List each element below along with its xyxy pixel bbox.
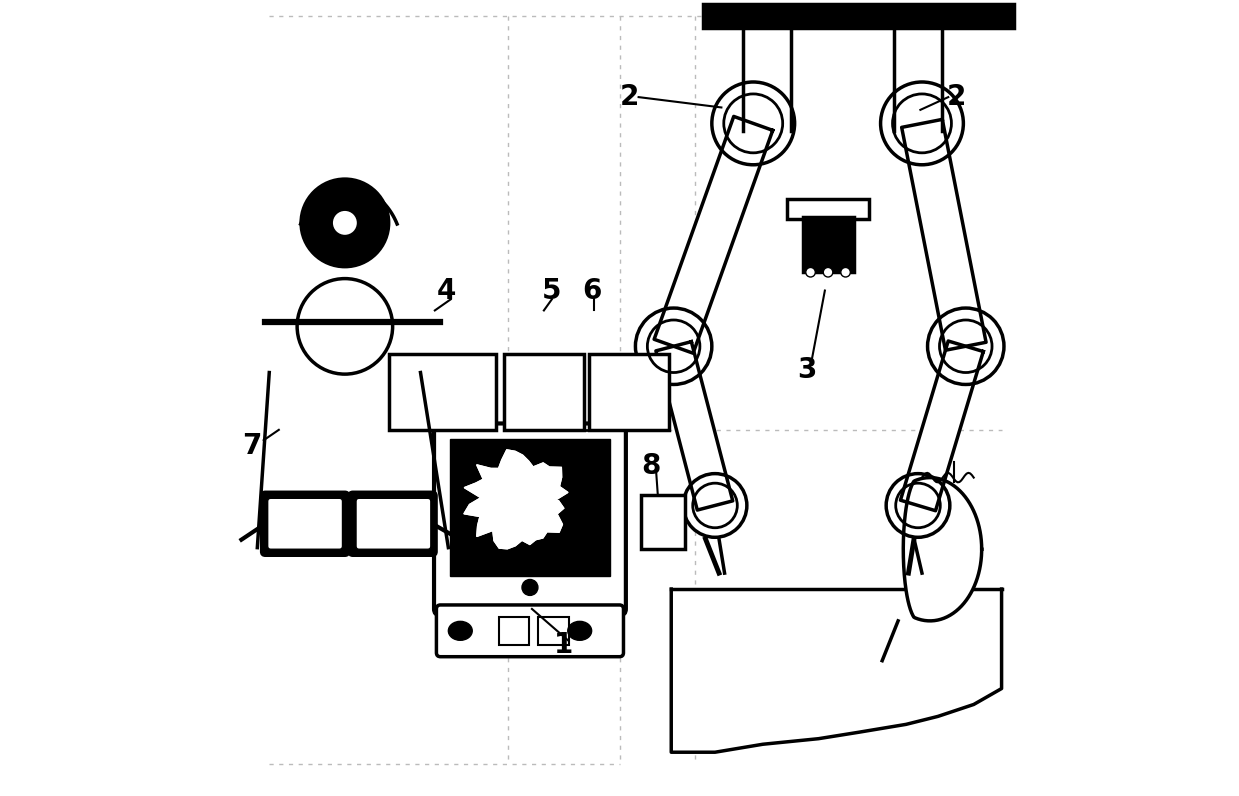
Bar — [498, 617, 529, 645]
Polygon shape — [465, 450, 567, 548]
Circle shape — [886, 474, 950, 537]
Polygon shape — [902, 119, 986, 350]
Circle shape — [805, 267, 815, 277]
Bar — [803, 217, 854, 272]
Circle shape — [508, 488, 533, 513]
Circle shape — [683, 474, 747, 537]
Text: 7: 7 — [242, 431, 261, 460]
Circle shape — [928, 308, 1004, 384]
FancyBboxPatch shape — [356, 498, 431, 549]
Polygon shape — [901, 341, 984, 511]
FancyBboxPatch shape — [261, 492, 349, 556]
Circle shape — [333, 211, 357, 235]
Bar — [641, 495, 685, 549]
Circle shape — [712, 82, 794, 165]
FancyBboxPatch shape — [349, 492, 436, 556]
Text: 3: 3 — [797, 356, 817, 384]
FancyBboxPatch shape — [434, 423, 626, 615]
Circle shape — [841, 267, 850, 277]
Bar — [504, 354, 584, 430]
Bar — [787, 199, 870, 219]
FancyBboxPatch shape — [436, 605, 623, 657]
Text: 5: 5 — [543, 276, 561, 305]
Circle shape — [297, 279, 393, 374]
Bar — [538, 617, 569, 645]
Circle shape — [501, 489, 532, 520]
Text: 2: 2 — [947, 83, 966, 111]
Polygon shape — [301, 187, 396, 322]
Text: 4: 4 — [437, 276, 456, 305]
Text: 1: 1 — [554, 630, 574, 659]
Bar — [450, 439, 610, 576]
Bar — [590, 354, 669, 430]
Polygon shape — [655, 341, 732, 510]
Polygon shape — [903, 478, 981, 621]
Bar — [703, 4, 1014, 28]
Circle shape — [823, 267, 833, 277]
Circle shape — [497, 485, 530, 518]
Circle shape — [522, 579, 538, 595]
Polygon shape — [654, 116, 773, 353]
Polygon shape — [258, 373, 449, 548]
Ellipse shape — [449, 622, 472, 640]
Text: 6: 6 — [582, 276, 602, 305]
Text: 2: 2 — [620, 83, 639, 111]
Circle shape — [506, 482, 524, 500]
Circle shape — [636, 308, 712, 384]
Circle shape — [301, 179, 389, 267]
Bar — [389, 354, 496, 430]
FancyBboxPatch shape — [268, 498, 342, 549]
Text: 8: 8 — [642, 451, 662, 480]
Circle shape — [510, 490, 535, 515]
Ellipse shape — [567, 622, 592, 640]
Circle shape — [881, 82, 964, 165]
Polygon shape — [672, 589, 1001, 752]
